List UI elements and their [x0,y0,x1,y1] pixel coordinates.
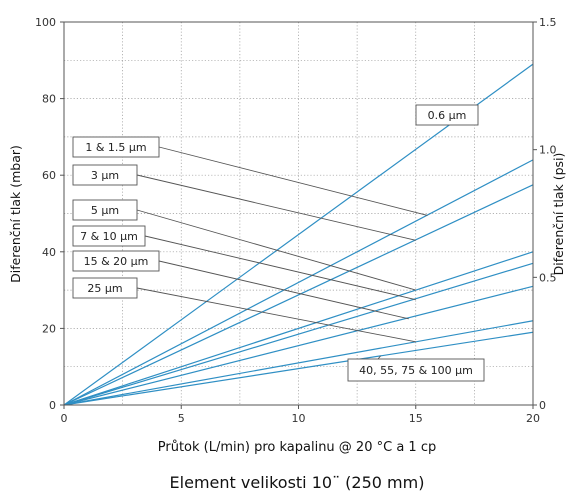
x-tick-label: 15 [409,412,423,425]
y2-tick-label: 0.5 [539,271,557,284]
callout-label: 5 µm [91,204,119,217]
y-tick-label: 20 [42,322,56,335]
callout-box [415,104,479,126]
series-lines [63,63,534,406]
y-tick-label: 40 [42,246,56,259]
y-tick-label: 0 [49,399,56,412]
y2-tick-label: 1.0 [539,144,557,157]
y2-tick-label: 0 [539,399,546,412]
callout-leader [136,209,416,291]
callout-box [72,250,160,272]
y2-tick-label: 1.5 [539,16,557,29]
callout-leader [158,146,428,216]
y-tick-label: 100 [35,16,56,29]
y-axis-title: Diferenční tlak (mbar) [8,145,23,283]
callout-box [72,199,138,221]
series-line [63,184,534,406]
axes [60,21,537,409]
callout-box [72,277,138,299]
series-line [63,262,534,406]
callout-box [72,164,138,186]
series-line [63,159,534,406]
callout-label: 3 µm [91,169,119,182]
y2-axis-title: Diferenční tlak (psi) [551,153,566,276]
callout-box [347,358,485,382]
callout-label: 15 & 20 µm [84,255,149,268]
y-tick-label: 60 [42,169,56,182]
callout-leader [136,287,416,343]
y-tick-label: 80 [42,93,56,106]
callout-label: 1 & 1.5 µm [85,141,146,154]
x-tick-label: 5 [178,412,185,425]
callout-leader [158,260,409,320]
callout-leader [377,355,381,360]
callout-box [72,136,160,158]
callout-box [72,225,146,247]
callout-leader [144,235,416,301]
callout-label: 25 µm [87,282,122,295]
x-axis-title: Průtok (L/min) pro kapalinu @ 20 °C a 1 … [158,440,436,455]
callout-leader [136,174,416,241]
callouts: 0.6 µm 1 & 1.5 µm 3 µm 5 µm 7 & 10 µm 15 & 20… [72,104,485,382]
series-line [63,320,534,406]
chart-subtitle: Element velikosti 10¨ (250 mm) [170,473,425,492]
x-tick-label: 20 [526,412,540,425]
callout-label: 0.6 µm [428,109,467,122]
x-tick-label: 0 [61,412,68,425]
x-tick-label: 10 [292,412,306,425]
series-line [63,251,534,406]
callout-label: 40, 55, 75 & 100 µm [359,364,473,377]
series-line [63,331,534,406]
series-line [63,285,534,406]
callout-label: 7 & 10 µm [80,230,138,243]
